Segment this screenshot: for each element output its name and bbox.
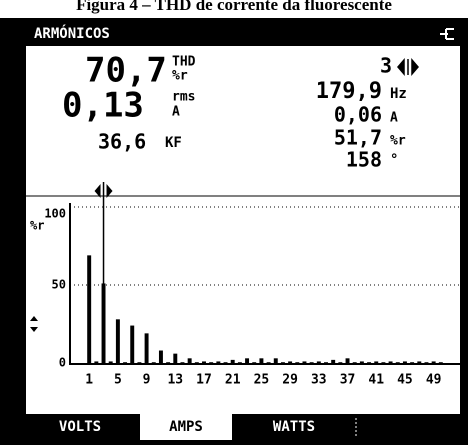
thd-value: 70,7 <box>85 51 167 91</box>
bar <box>94 361 98 363</box>
bar <box>216 361 220 363</box>
bar <box>353 362 357 363</box>
bar <box>159 351 163 363</box>
bar <box>173 354 177 363</box>
tab[interactable]: VOLTS <box>59 419 101 435</box>
bar <box>195 362 199 363</box>
caption: Figura 4 – THD de corrente da fluorescen… <box>76 0 392 14</box>
bar <box>302 361 306 363</box>
bar <box>109 361 113 363</box>
bar <box>267 362 271 363</box>
x-tick-label: 21 <box>225 373 241 388</box>
kf-label: KF <box>165 135 182 151</box>
thd-unit: %r <box>172 69 188 84</box>
bar <box>281 362 285 363</box>
bar <box>245 358 249 363</box>
bar <box>310 362 314 363</box>
x-tick-label: 49 <box>426 373 442 388</box>
page: Figura 4 – THD de corrente da fluorescen… <box>0 0 468 445</box>
bar <box>403 361 407 363</box>
bar <box>259 358 263 363</box>
bar <box>145 333 149 363</box>
rms-label: rms <box>172 90 195 105</box>
screenshot: Figura 4 – THD de corrente da fluorescen… <box>0 0 468 445</box>
bar <box>338 362 342 363</box>
thd-label: THD <box>172 55 196 70</box>
x-tick-label: 5 <box>114 373 122 388</box>
cursor-phase-unit: ° <box>390 152 398 168</box>
bar <box>188 358 192 363</box>
y-tick-label: 50 <box>52 278 66 292</box>
bar <box>231 360 235 363</box>
x-tick-label: 13 <box>167 373 183 388</box>
x-tick-label: 9 <box>143 373 151 388</box>
bar <box>317 361 321 363</box>
bar <box>224 362 228 363</box>
bar <box>180 362 184 363</box>
bar <box>252 362 256 363</box>
bar <box>166 362 170 363</box>
rms-value: 0,13 <box>62 86 144 126</box>
x-tick-label: 41 <box>368 373 384 388</box>
bar <box>417 361 421 363</box>
x-tick-label: 1 <box>85 373 93 388</box>
bar <box>439 362 443 363</box>
bar <box>381 362 385 363</box>
cursor-harmonic: 3 <box>380 54 392 78</box>
bar <box>432 361 436 363</box>
x-tick-label: 45 <box>397 373 413 388</box>
x-tick-label: 29 <box>282 373 298 388</box>
bar <box>238 362 242 363</box>
bar <box>374 361 378 363</box>
bar <box>130 326 134 363</box>
bar <box>410 362 414 363</box>
bar <box>295 362 299 363</box>
bar <box>424 362 428 363</box>
bar <box>123 362 127 363</box>
bar <box>288 361 292 363</box>
bar <box>360 361 364 363</box>
x-tick-label: 17 <box>196 373 212 388</box>
bar <box>152 362 156 363</box>
bar <box>367 362 371 363</box>
rms-unit: A <box>172 105 180 120</box>
x-tick-label: 25 <box>254 373 270 388</box>
bar <box>389 361 393 363</box>
cursor-phase: 158 <box>346 148 382 172</box>
x-tick-label: 33 <box>311 373 327 388</box>
tab[interactable]: WATTS <box>273 419 315 435</box>
bar <box>87 255 91 363</box>
cursor-frequency-unit: Hz <box>390 86 407 102</box>
tab[interactable]: AMPS <box>169 419 203 435</box>
kf-value: 36,6 <box>98 130 146 154</box>
x-tick-label: 37 <box>340 373 356 388</box>
y-tick-label: 100 <box>44 207 66 221</box>
cursor-current: 0,06 <box>334 103 382 127</box>
bar <box>137 362 141 363</box>
cursor-current-unit: A <box>390 111 398 126</box>
bar <box>346 358 350 363</box>
bar <box>324 362 328 363</box>
bar <box>116 319 120 363</box>
cursor-percent-unit: %r <box>390 134 406 149</box>
bar <box>274 358 278 363</box>
cursor-frequency: 179,9 <box>316 79 382 104</box>
header-title: ARMÓNICOS <box>34 24 110 42</box>
bar <box>331 360 335 363</box>
y-tick-label: 0 <box>59 356 66 370</box>
cursor-percent: 51,7 <box>334 126 382 150</box>
bar <box>209 362 213 363</box>
bar <box>202 361 206 363</box>
bar <box>396 362 400 363</box>
y-axis-label: %r <box>30 219 44 233</box>
